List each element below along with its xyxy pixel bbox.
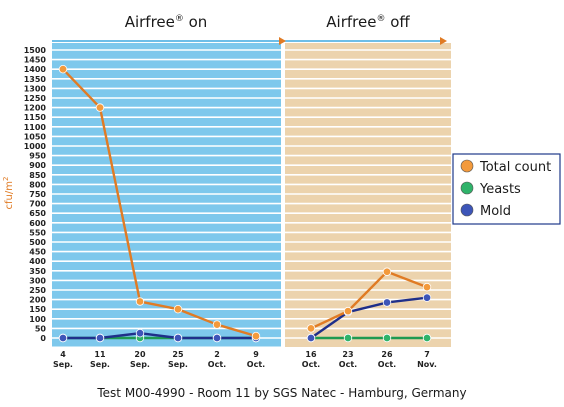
data-point-mold [135,329,145,338]
data-point-total-count [382,267,392,276]
data-point-total-count [212,320,222,329]
series-lines [62,68,428,340]
y-tick-label: 900 [29,161,46,170]
data-point-total-count [343,306,353,316]
y-tick-label: 100 [29,315,46,324]
x-tick-label: Sep. [168,360,188,369]
legend-label-yeasts: Yeasts [479,182,521,197]
y-tick-label: 400 [29,257,46,266]
x-tick-label: 23 [342,350,353,359]
x-tick-label: 11 [94,350,106,359]
y-tick-label: 50 [35,324,47,333]
y-axis-label: cfu/m2 [2,177,15,210]
x-tick-label: Nov. [417,360,437,369]
y-tick-label: 1100 [24,123,47,132]
y-tick-label: 1300 [24,84,47,93]
data-point-mold [306,333,316,343]
x-tick-label: 25 [172,350,184,359]
data-point-total-count [251,331,261,341]
data-point-mold [95,333,105,343]
y-tick-label: 150 [29,305,46,314]
x-axis: 4Sep.11Sep.20Sep.25Sep.2Oct.9Oct.16Oct.2… [52,346,437,369]
y-tick-label: 850 [29,171,46,180]
y-tick-label: 1500 [24,46,47,55]
y-tick-label: 1050 [24,132,47,141]
series-line-mold [310,296,428,339]
y-tick-label: 1200 [24,104,47,113]
period-headers: Airfree® on Airfree® off [52,13,447,45]
y-axis: 0501001502002503003504004505005506006507… [2,46,46,343]
legend-label-total-count: Total count [479,160,551,175]
legend-label-mold: Mold [480,204,511,219]
series-points [58,64,432,343]
y-tick-label: 300 [29,276,46,285]
data-point-total-count [58,64,68,74]
y-tick-label: 600 [29,219,46,228]
y-tick-label: 550 [29,228,46,237]
series-line-total-count [310,270,428,330]
x-tick-label: 9 [253,350,259,359]
x-tick-label: 2 [214,350,220,359]
x-tick-label: 4 [60,350,66,359]
y-tick-label: 1250 [24,94,47,103]
data-point-total-count [306,324,316,333]
legend-marker-mold [460,203,474,217]
chart-caption: Test M00-4990 - Room 11 by SGS Natec - H… [96,386,466,400]
y-tick-label: 1000 [24,142,47,151]
y-tick-label: 250 [29,286,46,295]
arrow-icon [440,37,447,45]
x-tick-label: Sep. [53,360,73,369]
data-point-yeasts [382,333,392,343]
x-tick-label: Oct. [339,360,357,369]
x-tick-label: 20 [134,350,146,359]
data-point-total-count [95,103,105,112]
y-tick-label: 1150 [24,113,47,122]
x-tick-label: Oct. [208,360,226,369]
panel-airfree-on [52,43,281,347]
legend-marker-yeasts [460,181,474,195]
data-point-mold [382,298,392,307]
data-point-mold [58,333,68,343]
y-tick-label: 500 [29,238,46,247]
x-tick-label: Oct. [302,360,320,369]
data-point-mold [422,293,432,302]
data-point-yeasts [422,333,432,343]
y-tick-label: 200 [29,296,46,305]
y-tick-label: 1400 [24,65,47,74]
y-tick-label: 650 [29,209,46,218]
legend: Total count Yeasts Mold [452,153,561,225]
data-point-mold [173,333,183,343]
y-tick-label: 0 [40,334,46,343]
x-tick-label: 7 [424,350,430,359]
y-tick-label: 350 [29,267,46,276]
data-point-total-count [173,305,183,314]
x-tick-label: Oct. [247,360,265,369]
period-header-off: Airfree® off [326,13,410,31]
x-tick-label: Oct. [378,360,396,369]
data-point-mold [212,333,222,343]
period-header-on: Airfree® on [125,13,208,31]
legend-marker-total-count [460,159,474,173]
y-tick-label: 800 [29,180,46,189]
y-tick-label: 450 [29,248,46,257]
x-tick-label: Sep. [130,360,150,369]
y-tick-label: 700 [29,200,46,209]
y-tick-label: 950 [29,152,46,161]
series-line-mold [63,332,256,340]
data-point-yeasts [343,333,353,343]
gridlines [52,49,451,339]
series-line-total-count [62,68,257,338]
y-tick-label: 750 [29,190,46,199]
arrow-icon [279,37,286,45]
x-tick-label: 26 [381,350,393,359]
y-tick-label: 1450 [24,56,47,65]
x-tick-label: Sep. [90,360,110,369]
data-point-total-count [422,282,432,292]
x-tick-label: 16 [305,350,317,359]
period-panels [52,43,451,347]
y-tick-label: 1350 [24,75,47,84]
data-point-total-count [135,297,145,306]
